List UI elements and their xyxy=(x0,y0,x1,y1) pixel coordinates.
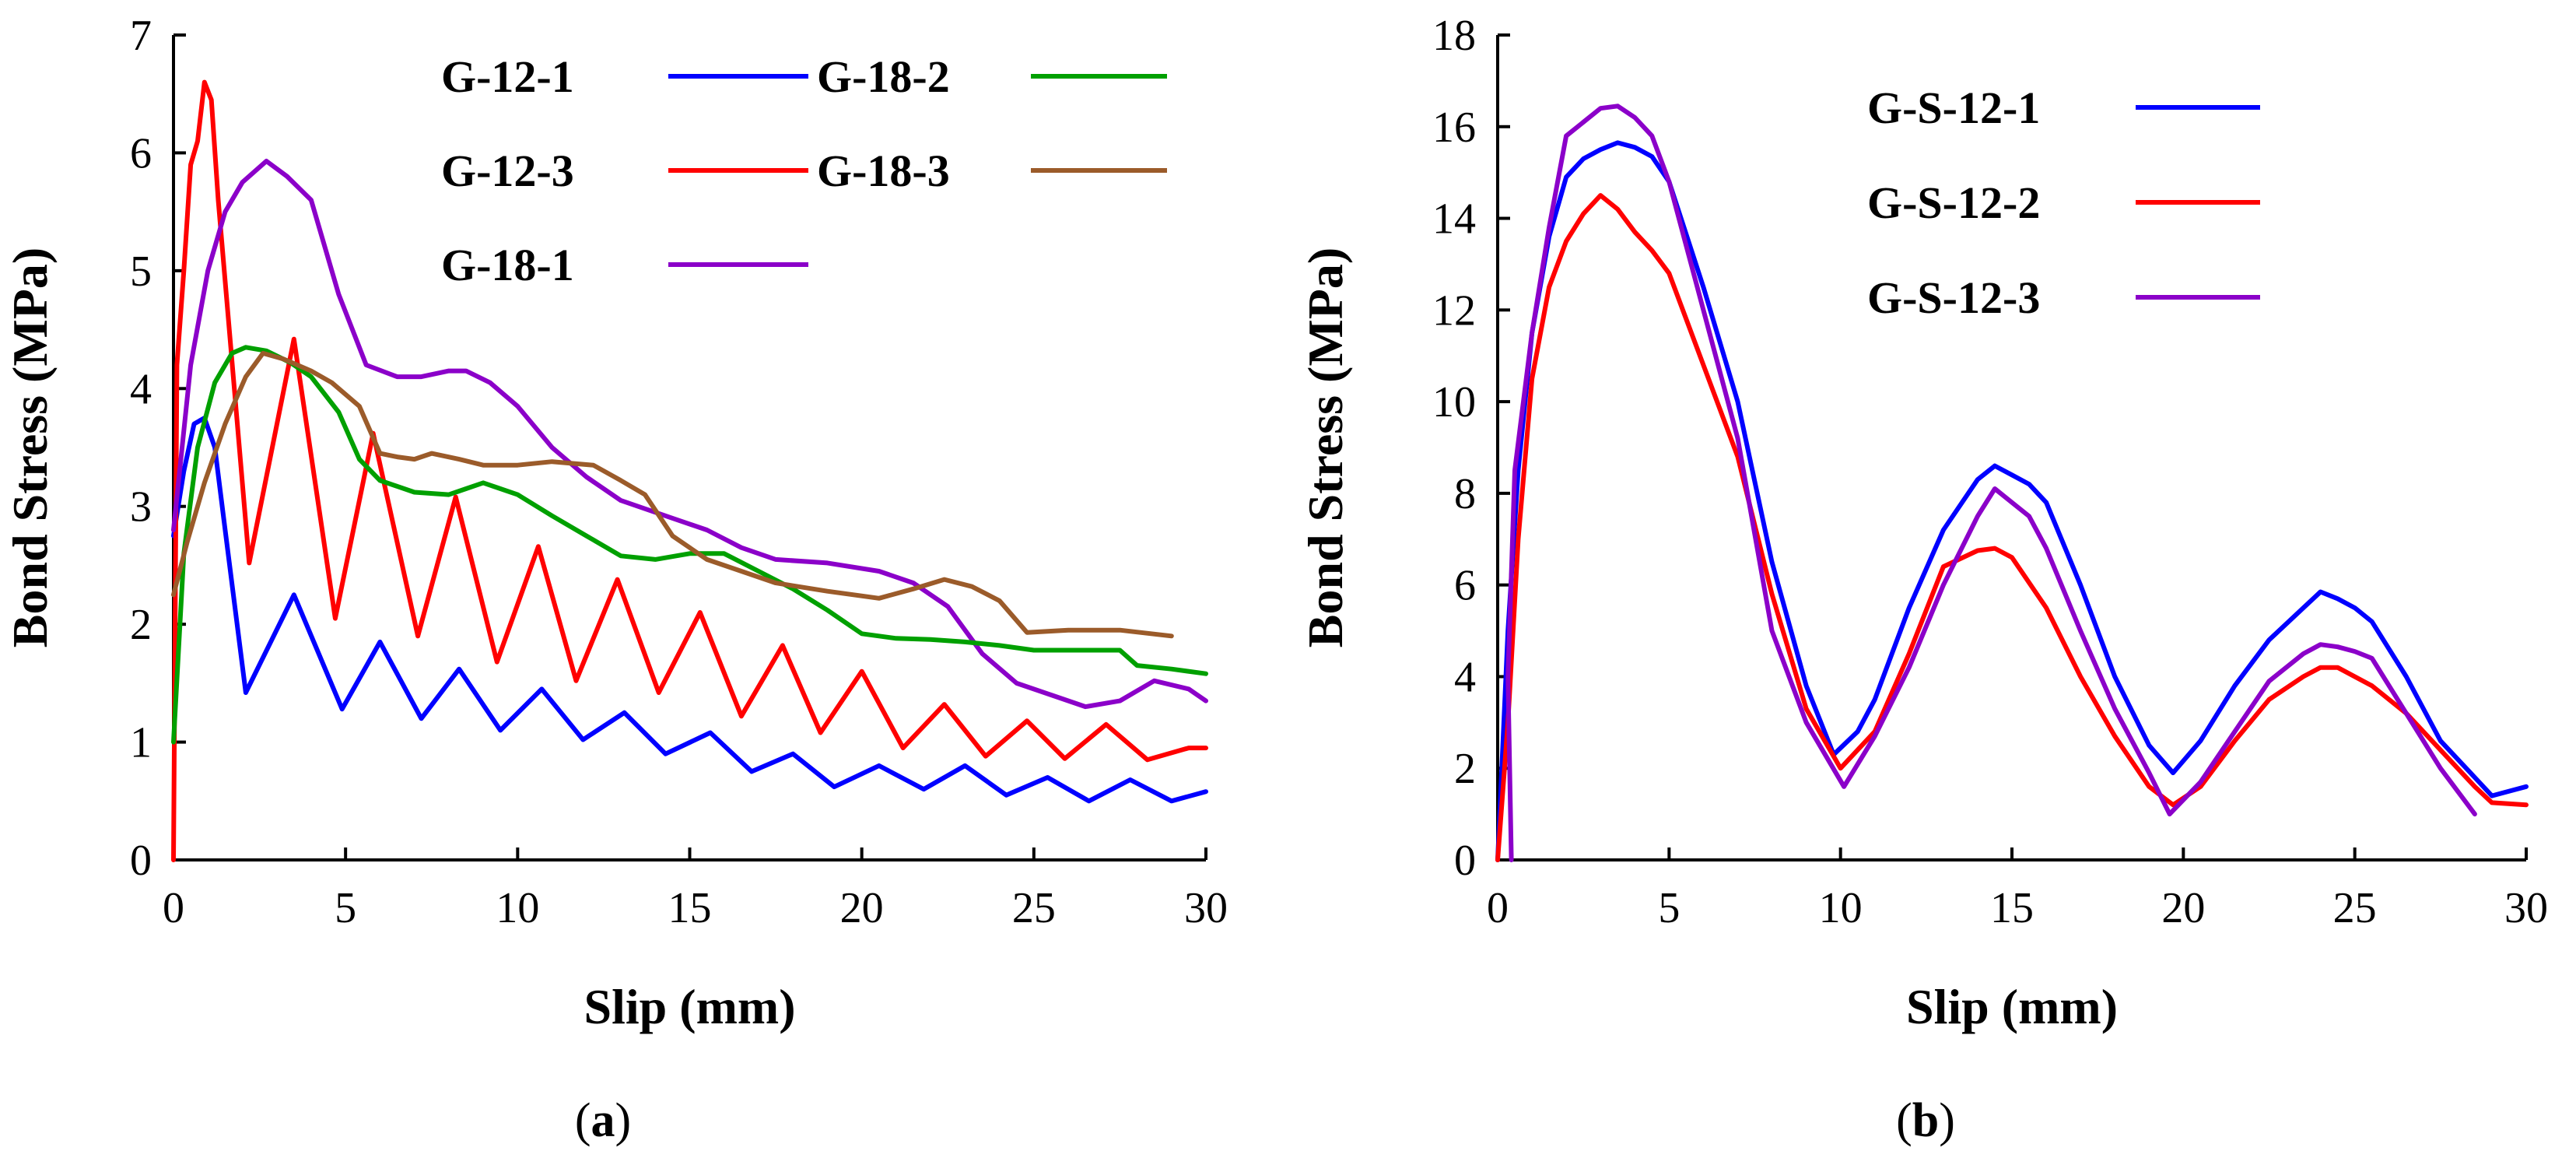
y-tick-label: 1 xyxy=(130,719,152,767)
x-tick-label: 15 xyxy=(1990,884,2034,932)
y-tick-label: 2 xyxy=(130,601,152,649)
legend-label: G-12-1 xyxy=(441,51,574,102)
x-tick-label: 25 xyxy=(2333,884,2377,932)
panel-b-chart: 0 5 10 15 20 25 30 0 2 4 6 8 10 12 14 16 18 Slip (mm) Bond… xyxy=(1298,12,2548,1147)
legend-label: G-S-12-2 xyxy=(1867,177,2040,228)
legend-label: G-S-12-3 xyxy=(1867,272,2040,323)
series-line-g-s-12-3 xyxy=(1505,104,2477,862)
series-line-g-s-12-1 xyxy=(1495,140,2529,862)
series-line-g-18-2 xyxy=(171,345,1208,745)
x-tick-label: 30 xyxy=(2504,884,2548,932)
y-tick-label: 12 xyxy=(1432,286,1476,335)
y-tick-label: 3 xyxy=(130,483,152,532)
x-tick-label: 10 xyxy=(1819,884,1863,932)
y-axis-title: Bond Stress (MPa) xyxy=(2,247,58,647)
y-tick-label: 10 xyxy=(1432,378,1476,426)
legend: G-12-1 G-12-3 G-18-1 G-18-2 G-18-3 xyxy=(441,51,1167,290)
series-line-g-18-3 xyxy=(171,350,1174,639)
panel-label: (b) xyxy=(1896,1094,1955,1147)
x-tick-label: 25 xyxy=(1012,884,1056,932)
y-tick-label: 7 xyxy=(130,12,152,60)
y-tick-label: 18 xyxy=(1432,12,1476,60)
y-tick-label: 8 xyxy=(1454,470,1476,518)
y-tick-label: 6 xyxy=(130,129,152,177)
x-tick-label: 0 xyxy=(1487,884,1509,932)
x-tick-label: 0 xyxy=(163,884,184,932)
legend-label: G-18-3 xyxy=(817,146,950,196)
y-tick-label: 5 xyxy=(130,247,152,296)
y-tick-label: 0 xyxy=(1454,837,1476,885)
x-tick-label: 30 xyxy=(1184,884,1228,932)
y-axis-title: Bond Stress (MPa) xyxy=(1298,247,1353,647)
y-tick-label: 16 xyxy=(1432,104,1476,152)
legend-label: G-18-2 xyxy=(817,51,950,102)
y-tick-label: 14 xyxy=(1432,195,1476,244)
panel-label: (a) xyxy=(575,1094,631,1147)
legend-label: G-12-3 xyxy=(441,146,574,196)
series-line-g-12-1 xyxy=(171,416,1208,804)
y-tick-label: 4 xyxy=(1454,653,1476,701)
y-tick-label: 4 xyxy=(130,365,152,413)
series-line-g-18-1 xyxy=(171,159,1208,710)
y-tick-label: 2 xyxy=(1454,745,1476,793)
x-tick-label: 5 xyxy=(335,884,356,932)
y-tick-label: 6 xyxy=(1454,562,1476,610)
x-tick-label: 20 xyxy=(840,884,884,932)
legend-label: G-18-1 xyxy=(441,240,574,290)
series-line-g-12-3 xyxy=(171,79,1208,862)
x-tick-label: 15 xyxy=(668,884,712,932)
x-axis-title: Slip (mm) xyxy=(1906,979,2118,1034)
legend: G-S-12-1 G-S-12-2 G-S-12-3 xyxy=(1867,82,2260,323)
x-axis-title: Slip (mm) xyxy=(584,979,796,1034)
x-tick-label: 10 xyxy=(496,884,539,932)
panel-a-chart: 0 5 10 15 20 25 30 0 1 2 3 4 5 6 7 Slip (mm) Bond Stress… xyxy=(2,12,1228,1147)
x-tick-label: 20 xyxy=(2161,884,2205,932)
y-tick-label: 0 xyxy=(130,837,152,885)
series-line-g-s-12-2 xyxy=(1495,193,2529,862)
legend-label: G-S-12-1 xyxy=(1867,82,2040,133)
x-tick-label: 5 xyxy=(1658,884,1680,932)
